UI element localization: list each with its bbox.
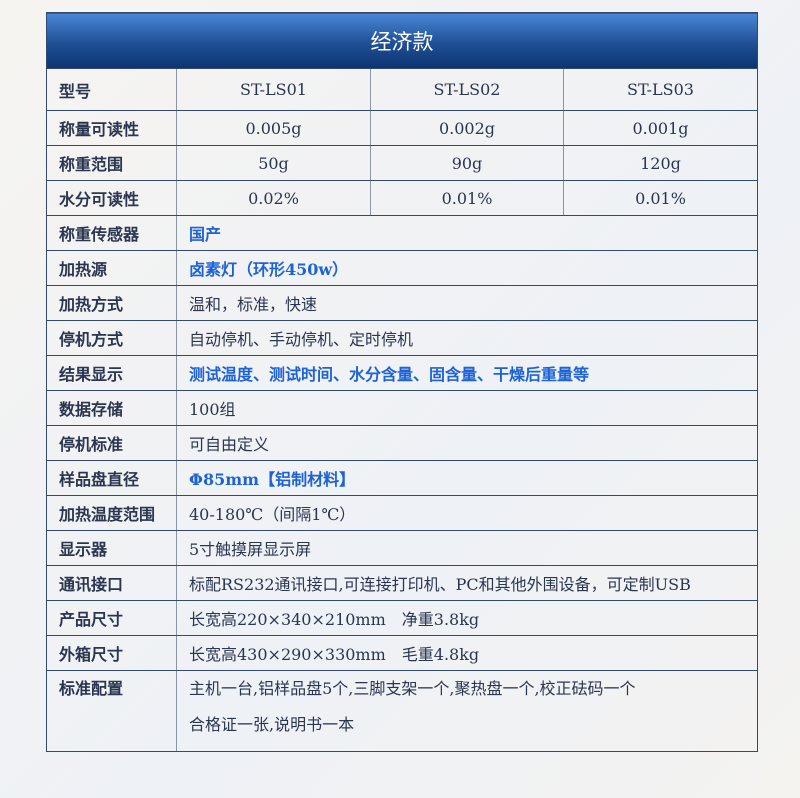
table-title: 经济款 [46, 12, 758, 69]
config-line: 合格证一张,说明书一本 [189, 715, 355, 734]
row-value: 标配RS232通讯接口,可连接打印机、PC和其他外围设备，可定制USB [176, 565, 758, 601]
row-value: 温和，标准，快速 [176, 285, 758, 321]
row-value: 卤素灯（环形450w） [176, 250, 758, 286]
row-value: 5寸触摸屏显示屏 [176, 530, 758, 566]
row-value: 测试温度、测试时间、水分含量、固含量、干燥后重量等 [176, 355, 758, 391]
table-row: 外箱尺寸 长宽高430×290×330mm 毛重4.8kg [46, 635, 758, 671]
row-label: 样品盘直径 [46, 460, 177, 496]
table-row: 型号 ST-LS01 ST-LS02 ST-LS03 [46, 68, 758, 111]
value-cell: 120g [563, 145, 758, 181]
table-row: 停机标准 可自由定义 [46, 425, 758, 461]
table-row: 加热温度范围 40-180℃（间隔1℃） [46, 495, 758, 531]
row-label: 称量可读性 [46, 110, 177, 146]
row-value: 自动停机、手动停机、定时停机 [176, 320, 758, 356]
model-cell: ST-LS03 [563, 68, 758, 111]
row-label: 加热源 [46, 250, 177, 286]
row-label: 外箱尺寸 [46, 635, 177, 671]
value-cell: 0.001g [563, 110, 758, 146]
model-cell: ST-LS02 [370, 68, 564, 111]
value-cell: 0.01% [370, 180, 564, 216]
table-row: 产品尺寸 长宽高220×340×210mm 净重3.8kg [46, 600, 758, 636]
row-label: 加热温度范围 [46, 495, 177, 531]
row-label: 显示器 [46, 530, 177, 566]
row-label: 称重范围 [46, 145, 177, 181]
value-cell: 0.002g [370, 110, 564, 146]
table-row: 结果显示 测试温度、测试时间、水分含量、固含量、干燥后重量等 [46, 355, 758, 391]
row-label: 停机方式 [46, 320, 177, 356]
table-row: 称量可读性 0.005g 0.002g 0.001g [46, 110, 758, 146]
value-cell: 0.005g [176, 110, 371, 146]
spec-table: 经济款 型号 ST-LS01 ST-LS02 ST-LS03 称量可读性 0.00… [46, 12, 758, 752]
model-cell: ST-LS01 [176, 68, 371, 111]
value-cell: 0.02% [176, 180, 371, 216]
config-line: 主机一台,铝样品盘5个,三脚支架一个,聚热盘一个,校正砝码一个 [189, 679, 636, 698]
table-row: 数据存储 100组 [46, 390, 758, 426]
row-value: 40-180℃（间隔1℃） [176, 495, 758, 531]
row-label: 数据存储 [46, 390, 177, 426]
row-label: 停机标准 [46, 425, 177, 461]
table-row: 样品盘直径 Φ85mm【铝制材料】 [46, 460, 758, 496]
row-label: 型号 [46, 68, 177, 111]
value-cell: 50g [176, 145, 371, 181]
row-label: 通讯接口 [46, 565, 177, 601]
row-value: Φ85mm【铝制材料】 [176, 460, 758, 496]
row-value: 主机一台,铝样品盘5个,三脚支架一个,聚热盘一个,校正砝码一个 合格证一张,说明书… [176, 670, 758, 752]
table-row: 加热方式 温和，标准，快速 [46, 285, 758, 321]
table-row: 停机方式 自动停机、手动停机、定时停机 [46, 320, 758, 356]
table-row: 通讯接口 标配RS232通讯接口,可连接打印机、PC和其他外围设备，可定制USB [46, 565, 758, 601]
row-value: 可自由定义 [176, 425, 758, 461]
row-value: 国产 [176, 215, 758, 251]
row-label: 加热方式 [46, 285, 177, 321]
value-cell: 0.01% [563, 180, 758, 216]
row-label: 标准配置 [46, 670, 177, 752]
table-row: 标准配置 主机一台,铝样品盘5个,三脚支架一个,聚热盘一个,校正砝码一个 合格证一… [46, 670, 758, 752]
table-row: 水分可读性 0.02% 0.01% 0.01% [46, 180, 758, 216]
table-row: 称重传感器 国产 [46, 215, 758, 251]
table-row: 显示器 5寸触摸屏显示屏 [46, 530, 758, 566]
table-row: 加热源 卤素灯（环形450w） [46, 250, 758, 286]
row-value: 100组 [176, 390, 758, 426]
row-label: 水分可读性 [46, 180, 177, 216]
row-value: 长宽高220×340×210mm 净重3.8kg [176, 600, 758, 636]
row-value: 长宽高430×290×330mm 毛重4.8kg [176, 635, 758, 671]
value-cell: 90g [370, 145, 564, 181]
row-label: 称重传感器 [46, 215, 177, 251]
table-row: 称重范围 50g 90g 120g [46, 145, 758, 181]
row-label: 产品尺寸 [46, 600, 177, 636]
row-label: 结果显示 [46, 355, 177, 391]
